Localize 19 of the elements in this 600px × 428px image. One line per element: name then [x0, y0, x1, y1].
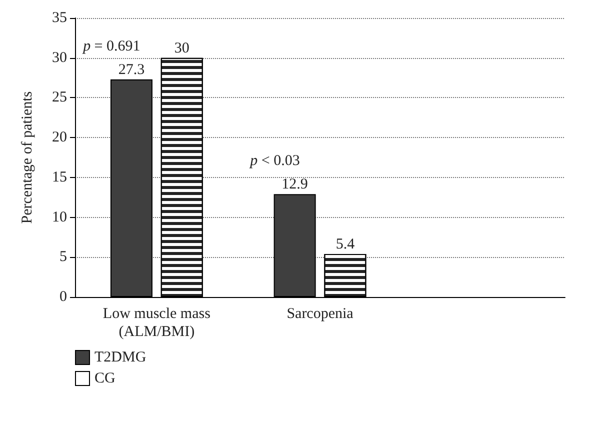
- y-tick-label: 10: [52, 209, 67, 226]
- x-tick-label: Low muscle mass (ALM/BMI): [102, 306, 211, 340]
- y-tick-label: 5: [60, 249, 67, 266]
- y-tick-label: 35: [52, 10, 67, 26]
- annotation: p < 0.03: [249, 153, 300, 170]
- annotation: p = 0.691: [82, 38, 140, 54]
- legend-label: CG: [94, 370, 116, 386]
- y-tick-label: 20: [52, 130, 67, 146]
- legend-label: T2DMG: [94, 350, 146, 366]
- y-tick-label: 0: [60, 289, 67, 305]
- data-label: 12.9: [282, 176, 308, 193]
- y-tick-label: 25: [52, 90, 67, 106]
- data-label: 27.3: [118, 62, 145, 78]
- y-tick-label: 15: [52, 169, 67, 186]
- y-tick-label: 30: [52, 50, 67, 66]
- data-label: 5.4: [336, 236, 356, 252]
- y-axis-title: Percentage of patients: [20, 91, 36, 224]
- x-tick-label: Sarcopenia: [286, 306, 354, 322]
- data-label: 30: [174, 40, 190, 56]
